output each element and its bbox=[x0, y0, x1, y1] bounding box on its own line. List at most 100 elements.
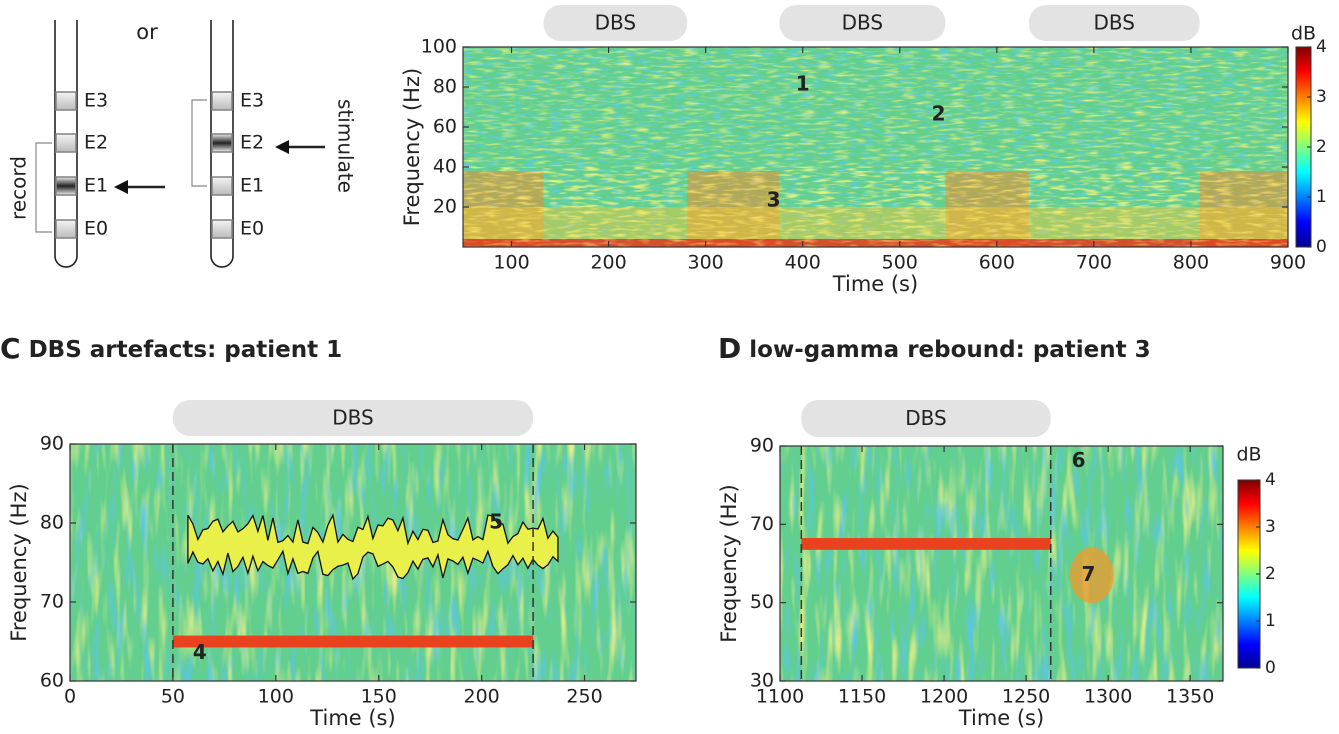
panel-letter: C bbox=[0, 332, 21, 365]
y-tick-label: 40 bbox=[433, 156, 457, 178]
y-tick-label: 70 bbox=[40, 591, 64, 613]
plot-frame bbox=[779, 445, 1224, 682]
heatmap bbox=[463, 47, 1288, 247]
contact bbox=[55, 219, 77, 239]
colorbar-tick-label: 4 bbox=[1316, 37, 1327, 57]
contact bbox=[55, 176, 77, 196]
dbs-label: DBS bbox=[332, 406, 373, 430]
y-tick-label: 50 bbox=[750, 591, 774, 613]
colorbar-tick-label: 1 bbox=[1265, 611, 1276, 631]
colorbar-tick-label: 1 bbox=[1316, 187, 1327, 207]
contact bbox=[211, 91, 233, 111]
stim-artefact bbox=[801, 538, 1051, 550]
x-tick-label: 50 bbox=[161, 686, 185, 708]
heatmap-noise bbox=[780, 446, 1223, 681]
dbs-bar bbox=[543, 5, 688, 41]
rebound bbox=[1069, 547, 1114, 604]
title-text: low-gamma rebound: patient 3 bbox=[749, 337, 1150, 363]
plot-frame bbox=[69, 443, 637, 682]
y-tick-label: 20 bbox=[433, 196, 457, 218]
stimulate-label: stimulate bbox=[334, 99, 358, 193]
y-tick-label: 90 bbox=[750, 435, 774, 457]
contact-label: E3 bbox=[240, 90, 264, 112]
annotation: 5 bbox=[489, 510, 503, 534]
colorbar-tick-label: 4 bbox=[1265, 470, 1276, 490]
contact-label: E3 bbox=[84, 90, 108, 112]
annotation: 4 bbox=[193, 640, 207, 664]
y-tick-label: 60 bbox=[40, 670, 64, 692]
x-tick-label: 800 bbox=[1173, 252, 1209, 274]
dbs-label: DBS bbox=[595, 11, 636, 35]
y-tick-label: 90 bbox=[40, 433, 64, 455]
y-axis-label: Frequency (Hz) bbox=[7, 483, 31, 641]
y-tick-label: 70 bbox=[750, 513, 774, 535]
annotation: 1 bbox=[796, 72, 810, 96]
dbs-bar bbox=[1028, 5, 1200, 41]
record-label: record bbox=[7, 156, 31, 220]
colorbar-tick-label: 0 bbox=[1316, 237, 1327, 257]
y-tick-label: 80 bbox=[40, 512, 64, 534]
arrowhead bbox=[114, 180, 128, 194]
x-tick-label: 200 bbox=[590, 252, 626, 274]
heatmap-noise bbox=[463, 167, 1288, 247]
heatmap bbox=[780, 446, 1223, 681]
y-tick-label: 100 bbox=[421, 36, 457, 58]
title-text: DBS artefacts: patient 1 bbox=[29, 337, 343, 363]
artefact-contour bbox=[187, 513, 559, 581]
x-tick-label: 900 bbox=[1270, 252, 1306, 274]
y-axis-label: Frequency (Hz) bbox=[717, 484, 741, 642]
contact bbox=[211, 133, 233, 153]
y-tick-label: 80 bbox=[433, 76, 457, 98]
y-tick-label: 60 bbox=[433, 116, 457, 138]
x-tick-label: 150 bbox=[361, 686, 397, 708]
heatmap bbox=[70, 444, 636, 681]
electrode-right bbox=[210, 20, 234, 268]
electrode-labels: E3 E2 E1 E0 E3 E2 E1 E0 record stimulate bbox=[7, 90, 358, 240]
contact-label: E0 bbox=[240, 218, 264, 240]
contact-label: E2 bbox=[84, 132, 108, 154]
bracket bbox=[35, 142, 52, 233]
x-tick-label: 1150 bbox=[838, 686, 886, 708]
x-tick-label: 300 bbox=[688, 252, 724, 274]
x-tick-label: 100 bbox=[493, 252, 529, 274]
annotation: 7 bbox=[1081, 562, 1095, 586]
arrowhead bbox=[275, 140, 289, 154]
dbs-bar bbox=[172, 400, 534, 436]
x-tick-label: 1100 bbox=[756, 686, 804, 708]
colorbar-tick-label: 2 bbox=[1316, 137, 1327, 157]
annotation: 3 bbox=[767, 188, 781, 212]
contact-label: E1 bbox=[84, 175, 108, 197]
dbs-label: DBS bbox=[1094, 11, 1135, 35]
contact bbox=[55, 133, 77, 153]
x-axis-label: Time (s) bbox=[958, 706, 1044, 730]
colorbar-label: dB bbox=[1291, 23, 1316, 45]
contact-label: E2 bbox=[240, 132, 264, 154]
x-tick-label: 500 bbox=[882, 252, 918, 274]
dbs-bar bbox=[801, 400, 1051, 437]
colorbar-tick-label: 3 bbox=[1316, 87, 1327, 107]
contact bbox=[211, 219, 233, 239]
contact bbox=[55, 91, 77, 111]
dbs-label: DBS bbox=[842, 11, 883, 35]
x-tick-label: 700 bbox=[1076, 252, 1112, 274]
x-tick-label: 600 bbox=[979, 252, 1015, 274]
x-tick-label: 1300 bbox=[1084, 686, 1132, 708]
x-tick-label: 0 bbox=[64, 686, 76, 708]
colorbar-label: dB bbox=[1236, 444, 1261, 466]
x-tick-label: 400 bbox=[785, 252, 821, 274]
x-tick-label: 1200 bbox=[920, 686, 968, 708]
panel-title: D low-gamma rebound: patient 3 bbox=[718, 332, 1151, 365]
contact bbox=[211, 176, 233, 196]
stim-artefact bbox=[172, 635, 534, 648]
annotation: 6 bbox=[1072, 448, 1086, 472]
colorbar-tick-label: 2 bbox=[1265, 564, 1276, 584]
x-axis-label: Time (s) bbox=[832, 272, 918, 296]
panel-title: C DBS artefacts: patient 1 bbox=[0, 332, 342, 365]
x-tick-label: 200 bbox=[464, 686, 500, 708]
plot-frame bbox=[462, 46, 1289, 248]
annotation: 2 bbox=[932, 102, 946, 126]
contact-label: E1 bbox=[240, 175, 264, 197]
dbs-bar bbox=[779, 5, 946, 41]
x-axis-label: Time (s) bbox=[309, 706, 395, 730]
